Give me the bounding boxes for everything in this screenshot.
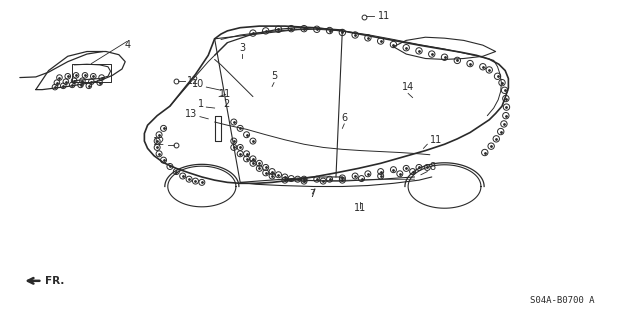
Text: S04A-B0700 A: S04A-B0700 A	[531, 296, 595, 305]
Text: 1: 1	[198, 99, 204, 109]
Text: 3: 3	[239, 43, 245, 53]
Text: 11: 11	[353, 203, 365, 213]
Text: 11: 11	[219, 89, 231, 99]
Text: 5: 5	[271, 71, 277, 81]
Text: 10: 10	[191, 79, 204, 89]
Text: 11: 11	[430, 135, 442, 145]
Text: 8: 8	[430, 162, 436, 172]
Text: 14: 14	[402, 82, 414, 92]
Text: FR.: FR.	[45, 276, 65, 286]
Text: 7: 7	[309, 189, 316, 199]
Text: 6: 6	[341, 113, 348, 123]
Text: 4: 4	[124, 40, 130, 49]
Text: 11: 11	[378, 11, 390, 21]
Text: 13: 13	[185, 109, 197, 119]
Text: 12: 12	[187, 76, 200, 86]
Text: 12: 12	[153, 137, 166, 147]
Text: 2: 2	[223, 99, 229, 109]
